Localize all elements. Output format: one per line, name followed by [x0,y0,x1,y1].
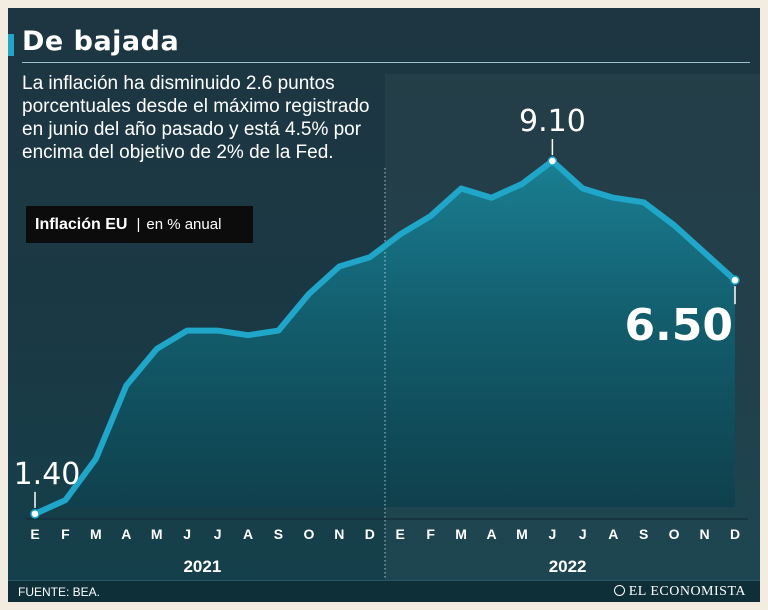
brand-logo: EL ECONOMISTA [613,584,746,600]
x-tick-label: J [183,526,191,542]
title-divider [22,62,750,63]
x-tick-label: O [669,526,680,542]
data-point [428,214,433,219]
x-tick-label: J [579,526,587,542]
data-point [489,195,494,200]
data-point [398,232,403,237]
x-tick-label: D [730,526,740,542]
annotation-point [30,509,40,519]
infographic-card: De bajada La inflación ha disminuido 2.6… [8,8,760,602]
data-point [124,383,129,388]
x-tick-label: S [274,526,283,542]
data-point [215,328,220,333]
x-tick-label: M [90,526,102,542]
x-tick-label: A [608,526,618,542]
footer: FUENTE: BEA. EL ECONOMISTA [8,580,760,602]
annotation-label: 1.40 [14,457,81,492]
annotation-point [547,156,558,166]
data-point [367,255,372,260]
data-point [337,264,342,269]
x-tick-label: F [61,526,70,542]
data-point [246,333,251,338]
x-tick-label: E [30,526,39,542]
x-tick-label: J [214,526,222,542]
year-label: 2022 [549,557,587,576]
data-point [459,186,464,191]
year-label: 2021 [183,557,221,576]
data-point [641,200,646,205]
data-point [702,250,707,255]
chart-subtitle: La inflación ha disminuido 2.6 puntos po… [22,73,370,163]
x-tick-label: A [486,526,496,542]
legend-unit: en % anual [146,216,222,233]
annotation-point [730,275,740,285]
x-tick-label: A [121,526,131,542]
inflation-chart: E F M A M J J A S O N D E F M A M J J A S O N D 2021 2022 1.40 9.10… [14,104,748,580]
data-point [93,456,98,461]
data-point [276,328,281,333]
source-note: FUENTE: BEA. [18,585,101,599]
x-tick-label: D [365,526,375,542]
data-point [672,223,677,228]
data-point [519,181,524,186]
brand-name: EL ECONOMISTA [628,584,746,599]
x-tick-label: M [151,526,163,542]
legend-separator: | [136,216,141,233]
brand-icon [613,585,625,596]
x-tick-label: M [455,526,467,542]
x-tick-label: E [396,526,405,542]
x-tick-label: N [700,526,710,542]
x-tick-label: O [303,526,314,542]
x-tick-label: M [516,526,528,542]
x-tick-label: N [334,526,344,542]
data-point [611,195,616,200]
x-tick-label: J [548,526,556,542]
chart-title: De bajada [22,26,180,57]
data-point [154,346,159,351]
legend-series-name: Inflación EU [35,215,128,233]
data-point [185,328,190,333]
data-point [306,291,311,296]
data-point [580,186,585,191]
x-tick-label: F [426,526,435,542]
annotation-label: 6.50 [624,300,733,351]
annotation-label: 9.10 [519,104,586,139]
chart-layer: E F M A M J J A S O N D E F M A M J J A S O N D 2021 2022 1.40 9.10… [14,104,748,580]
x-tick-label: A [243,526,253,542]
data-point [63,498,68,503]
series-legend: Inflación EU | en % anual [26,206,253,243]
title-accent-bar [8,34,14,56]
series-line [32,158,738,517]
x-tick-label: S [639,526,648,542]
